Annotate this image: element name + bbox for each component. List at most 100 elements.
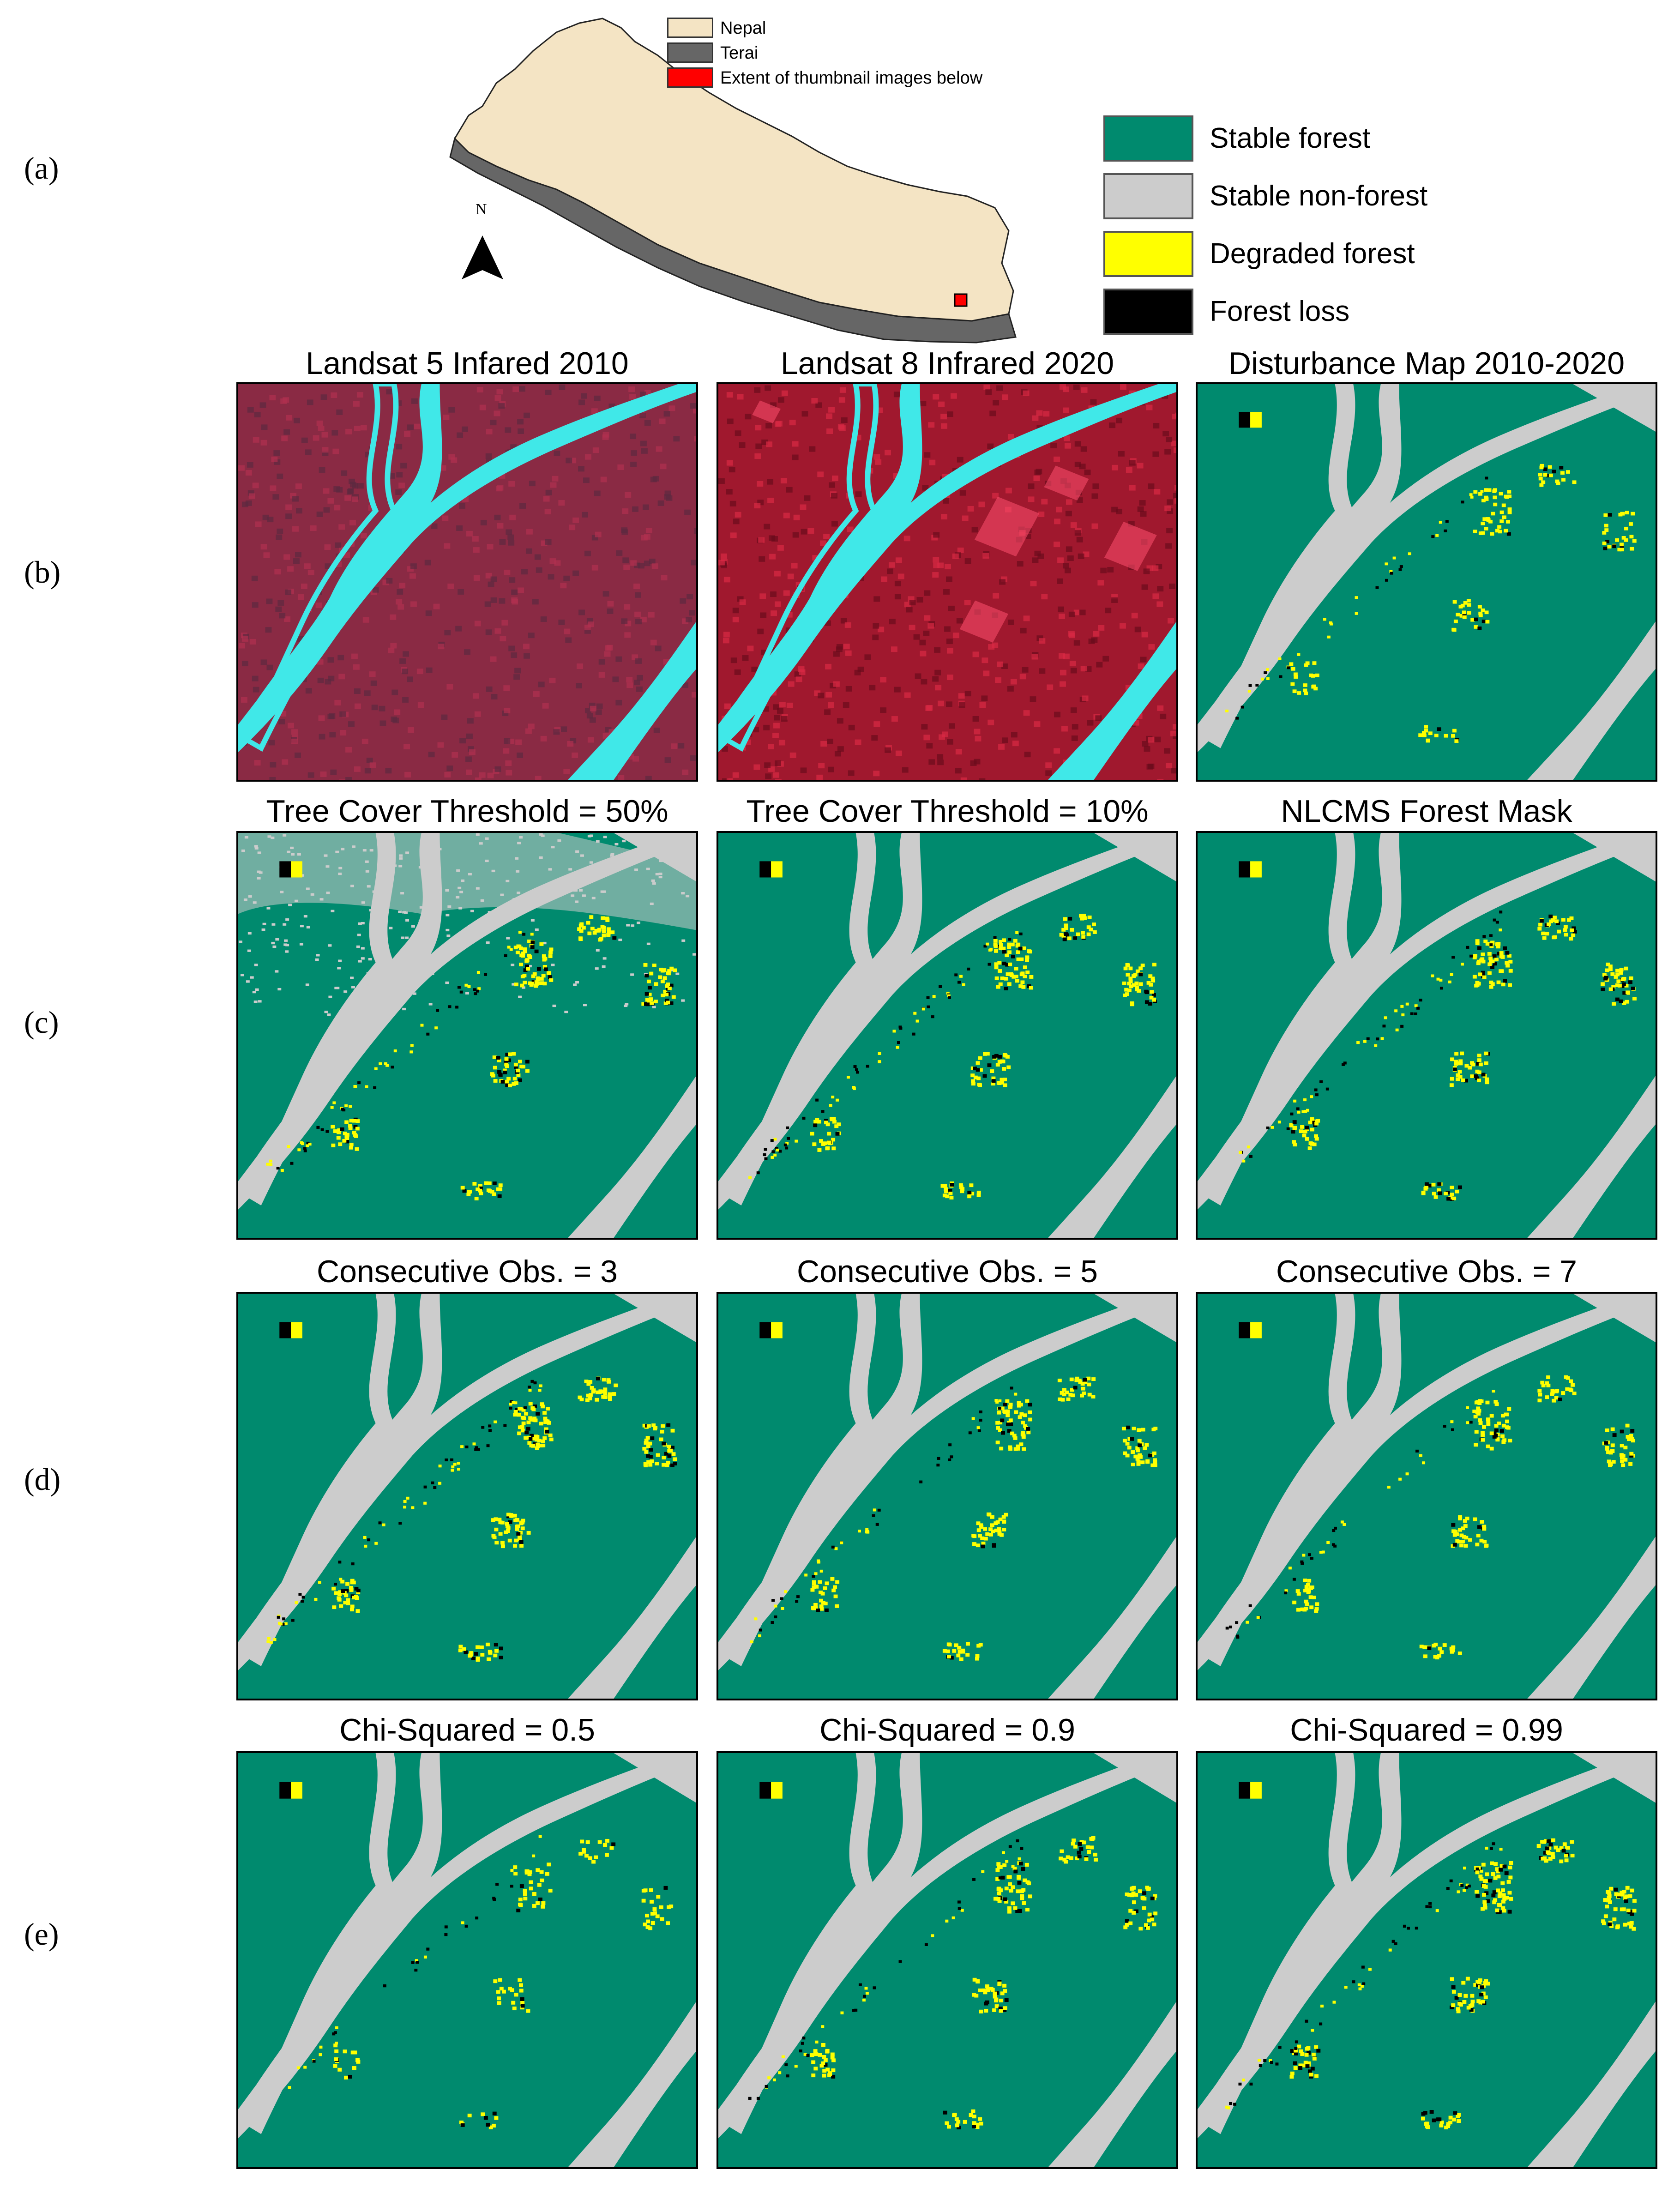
texture-pixel: [983, 670, 990, 676]
forest-loss-pixel: [669, 983, 674, 988]
degraded-pixel: [526, 1531, 531, 1535]
texture-pixel: [804, 495, 811, 501]
edge-pixel: [771, 1621, 774, 1624]
degraded-pixel: [831, 2068, 836, 2073]
texture-pixel: [1154, 736, 1161, 742]
forest-loss-pixel: [496, 1056, 500, 1060]
texture-pixel: [577, 663, 583, 669]
degraded-pixel: [665, 984, 669, 988]
degraded-pixel: [1556, 482, 1560, 485]
forest-loss-pixel: [1477, 1525, 1481, 1529]
degraded-pixel: [1451, 734, 1455, 738]
texture-pixel: [1137, 463, 1144, 469]
degraded-pixel: [1547, 1846, 1552, 1850]
texture-pixel: [653, 727, 660, 733]
texture-pixel: [391, 716, 397, 722]
degraded-pixel: [1070, 1388, 1074, 1392]
river-branch: [1206, 1294, 1355, 1666]
texture-pixel: [1022, 667, 1029, 673]
texture-pixel: [636, 686, 643, 692]
texture-pixel: [404, 772, 411, 778]
texture-pixel: [272, 494, 279, 500]
degraded-pixel: [985, 1532, 990, 1536]
edge-pixel: [1301, 1562, 1304, 1565]
degraded-pixel: [1075, 1376, 1079, 1380]
degraded-pixel: [1008, 1404, 1013, 1409]
degraded-pixel: [641, 1899, 646, 1903]
degraded-pixel: [1476, 1406, 1481, 1410]
degraded-patch: [291, 861, 302, 878]
texture-pixel: [747, 645, 754, 651]
degraded-pixel: [1147, 1912, 1152, 1917]
degraded-pixel: [655, 1914, 660, 1918]
texture-pixel: [1166, 763, 1173, 769]
texture-pixel: [694, 528, 696, 534]
texture-pixel: [370, 680, 377, 686]
degraded-pixel: [534, 1435, 538, 1439]
degraded-pixel: [1138, 966, 1143, 970]
texture-pixel: [457, 432, 464, 438]
map-canvas: [238, 833, 696, 1238]
edge-pixel: [344, 1104, 348, 1107]
degraded-pixel: [971, 1082, 975, 1086]
degraded-pixel: [466, 1193, 471, 1197]
degraded-pixel: [499, 1987, 504, 1991]
degraded-pixel: [1486, 1444, 1490, 1448]
degraded-pixel: [491, 1518, 495, 1522]
non-forest-corner: [1573, 384, 1656, 432]
texture-pixel: [1060, 681, 1066, 687]
degraded-pixel: [1086, 925, 1091, 929]
texture-pixel: [572, 570, 579, 576]
forest-loss-pixel: [670, 1463, 674, 1467]
degraded-pixel: [1020, 1432, 1025, 1436]
texture-pixel: [440, 465, 446, 471]
texture-pixel: [241, 661, 248, 667]
edge-pixel: [383, 1984, 386, 1988]
edge-pixel: [1374, 1044, 1378, 1047]
edge-pixel: [1248, 1604, 1252, 1607]
degraded-pixel: [981, 1542, 986, 1545]
texture-pixel: [1157, 705, 1164, 711]
degraded-pixel: [1020, 1896, 1024, 1900]
edge-pixel: [1294, 2047, 1298, 2050]
texture-pixel: [737, 596, 744, 602]
degraded-pixel: [1484, 610, 1489, 615]
degraded-pixel: [831, 1138, 836, 1142]
texture-pixel: [1173, 493, 1176, 499]
river-branch: [247, 1294, 396, 1666]
nepal-inset-map: [449, 18, 1017, 344]
degraded-pixel: [498, 1183, 503, 1187]
texture-pixel: [635, 592, 641, 598]
degraded-pixel: [1466, 599, 1471, 603]
edge-pixel: [1387, 1485, 1391, 1489]
degraded-pixel: [1134, 981, 1139, 985]
degraded-pixel: [343, 1601, 348, 1605]
degraded-pixel: [949, 1196, 954, 1199]
edge-pixel: [979, 1410, 982, 1414]
degraded-pixel: [1091, 1836, 1096, 1840]
degraded-pixel: [1138, 1455, 1143, 1459]
degraded-pixel: [828, 2072, 832, 2076]
river-branch: [1206, 384, 1355, 748]
degraded-pixel: [1012, 1434, 1017, 1438]
degraded-pixel: [1457, 1652, 1462, 1655]
degraded-pixel: [1505, 964, 1510, 968]
texture-pixel: [1002, 394, 1008, 400]
degraded-pixel: [346, 1598, 350, 1602]
texture-pixel: [1154, 489, 1161, 495]
map-legend-label: Extent of thumbnail images below: [720, 68, 983, 88]
edge-pixel: [1439, 987, 1443, 990]
texture-pixel: [1102, 656, 1109, 662]
degraded-pixel: [1540, 1380, 1545, 1385]
texture-pixel: [1134, 627, 1141, 633]
texture-pixel: [280, 711, 287, 717]
edge-pixel: [758, 1634, 762, 1638]
texture-pixel: [339, 711, 346, 717]
texture-pixel: [769, 535, 776, 541]
degraded-pixel: [1025, 958, 1029, 962]
map-canvas: [1198, 1753, 1656, 2167]
degraded-pixel: [646, 1424, 651, 1428]
degraded-pixel: [472, 1181, 477, 1186]
degraded-pixel: [644, 1913, 649, 1918]
degraded-pixel: [348, 1126, 353, 1130]
